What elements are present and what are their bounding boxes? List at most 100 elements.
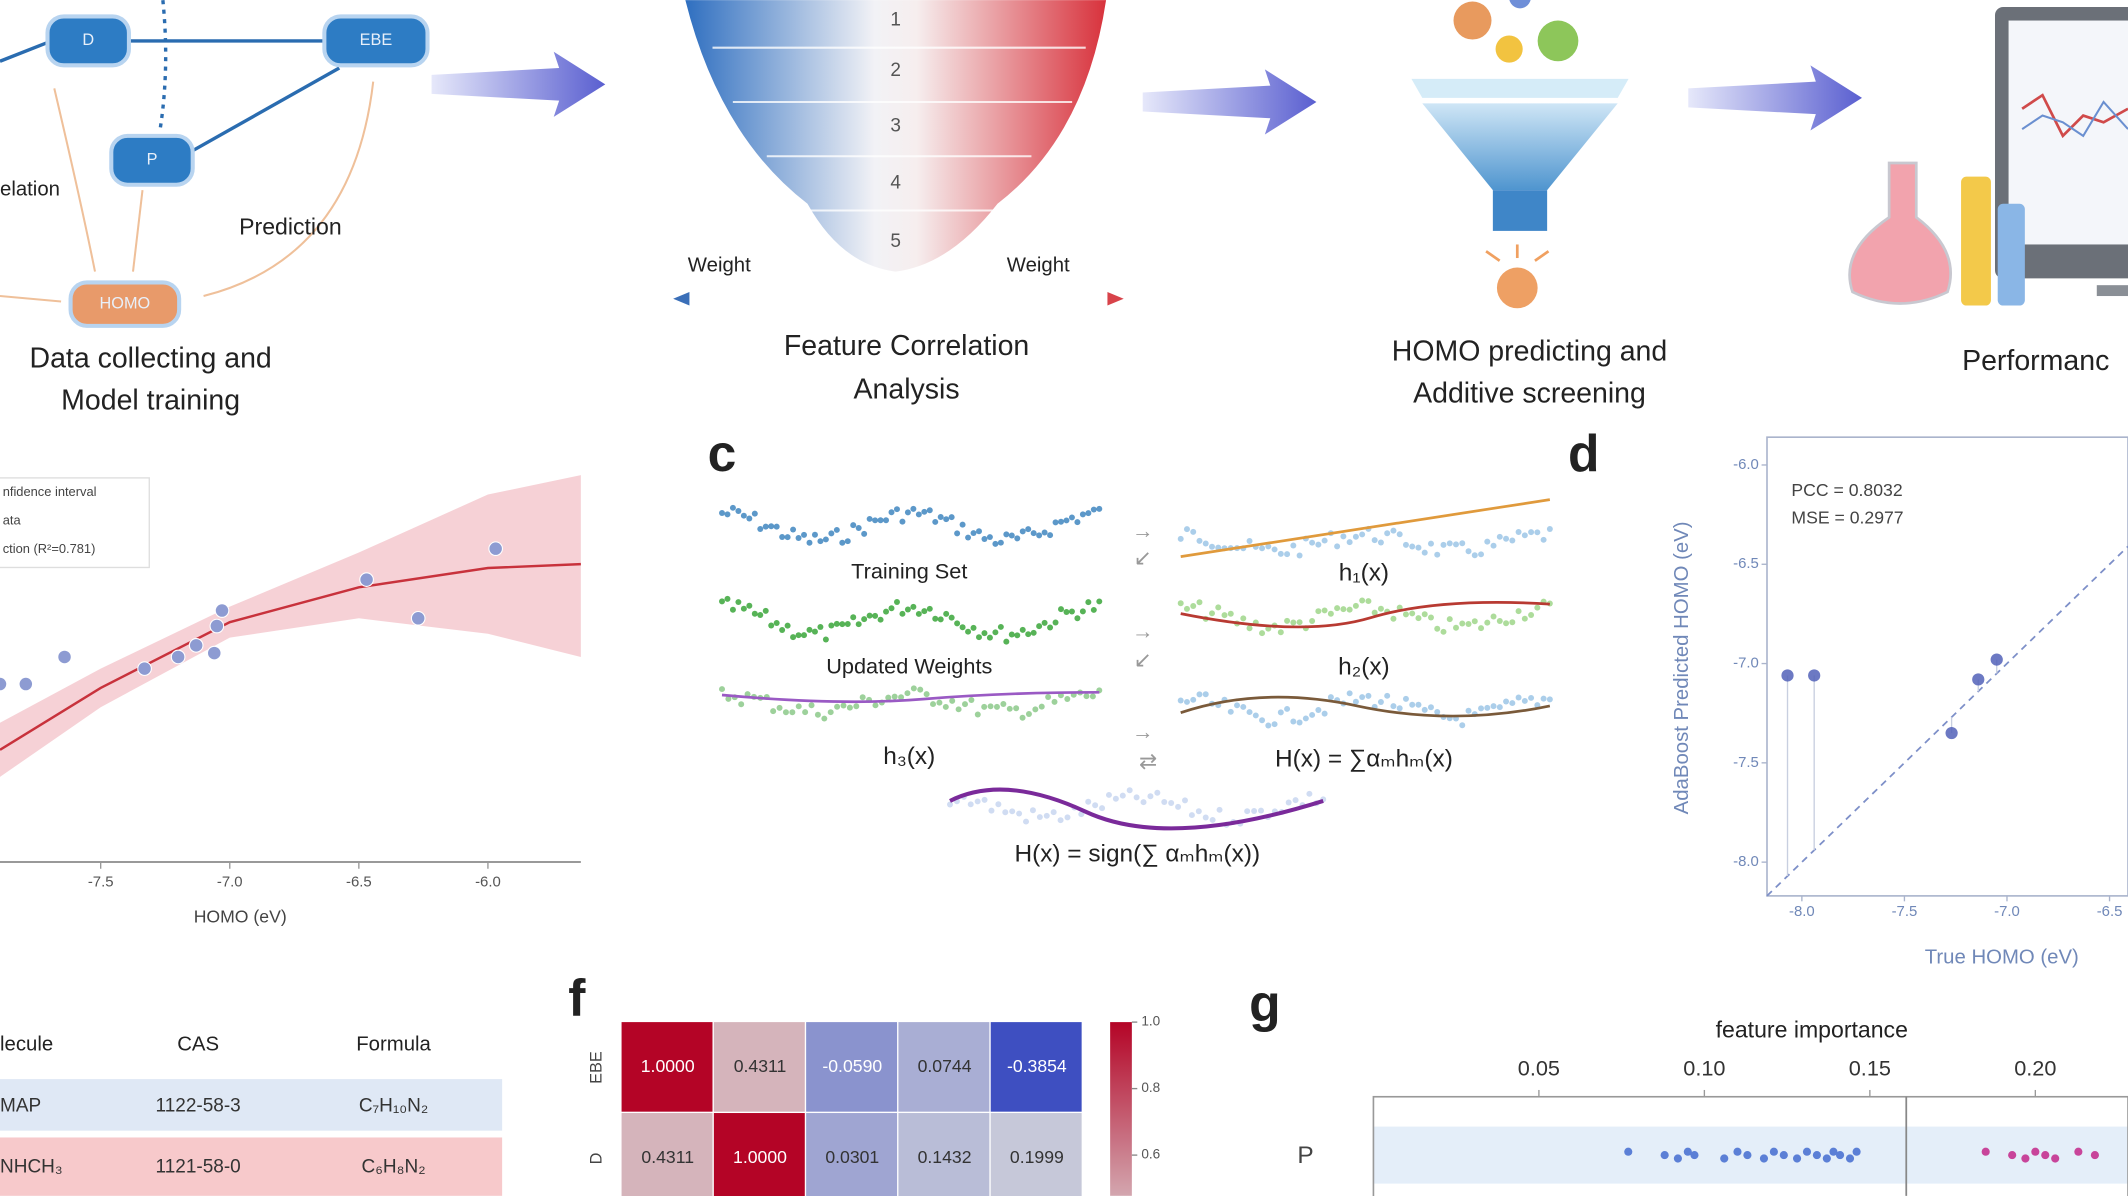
sample-dot xyxy=(746,515,753,522)
sample-dot xyxy=(866,612,873,619)
sample-dot xyxy=(1440,541,1447,548)
heatmap-cell xyxy=(713,1022,805,1112)
graph-node xyxy=(109,133,195,187)
sample-dot xyxy=(904,509,911,516)
sample-dot xyxy=(976,634,982,641)
sample-dot xyxy=(1105,791,1112,798)
sample-dot xyxy=(861,616,868,623)
sample-dot xyxy=(1277,629,1284,636)
sample-dot xyxy=(1396,531,1403,538)
sample-dot xyxy=(1521,615,1528,622)
sample-dot xyxy=(1058,606,1064,613)
strip-point xyxy=(1779,1151,1788,1160)
x-tick-label: 0.20 xyxy=(2014,1055,2056,1080)
sample-dot xyxy=(872,702,879,709)
sample-dot xyxy=(1008,631,1015,638)
sample-dot xyxy=(1063,517,1070,524)
funnel-level: 4 xyxy=(890,172,901,193)
heatmap-cell xyxy=(990,1022,1082,1112)
sample-dot xyxy=(910,505,917,512)
sample-dot xyxy=(1190,696,1197,703)
sample-dot xyxy=(1190,528,1197,535)
sample-dot xyxy=(1415,615,1422,622)
sample-dot xyxy=(1244,808,1251,815)
sample-dot xyxy=(1079,608,1086,615)
sample-dot xyxy=(1421,611,1428,618)
heatmap-cell xyxy=(806,1113,898,1196)
sample-dot xyxy=(1234,702,1241,709)
x-tick-label: -7.5 xyxy=(1892,903,1918,920)
data-point xyxy=(188,638,204,653)
node-label: HOMO xyxy=(100,294,151,312)
step-label: Feature Correlation xyxy=(784,330,1029,362)
sample-dot xyxy=(833,620,840,627)
strip-point xyxy=(2051,1154,2060,1163)
sample-dot xyxy=(1402,541,1409,548)
cell-label: 1.0000 xyxy=(733,1147,787,1167)
row-label: EBE xyxy=(587,1051,605,1084)
sample-dot xyxy=(1240,703,1247,710)
step-label: HOMO predicting and xyxy=(1392,336,1667,368)
sample-dot xyxy=(1246,537,1253,544)
y-tick-label: -6.0 xyxy=(1733,456,1759,473)
sample-dot xyxy=(872,612,879,619)
sample-dot xyxy=(1434,625,1441,632)
sample-dot xyxy=(779,534,786,541)
sample-dot xyxy=(1215,544,1222,551)
flow-arrow: ⇄ xyxy=(1139,749,1157,774)
sample-dot xyxy=(899,518,906,525)
sample-dot xyxy=(1446,540,1453,547)
sample-dot xyxy=(1409,610,1416,617)
sample-dot xyxy=(1509,537,1516,544)
sample-dot xyxy=(1047,532,1054,539)
sample-dot xyxy=(762,523,769,530)
x-tick-label: -7.5 xyxy=(88,873,114,890)
data-point xyxy=(410,610,426,626)
sample-dot xyxy=(1503,698,1510,705)
sample-dot xyxy=(1365,692,1372,699)
flow-arrow: ↙ xyxy=(1134,545,1152,570)
sample-dot xyxy=(1309,711,1316,718)
colorbar xyxy=(1110,1022,1132,1196)
sample-dot xyxy=(1041,619,1048,626)
sample-dot xyxy=(773,619,780,626)
sample-dot xyxy=(893,506,900,513)
sample-dot xyxy=(1346,539,1353,546)
sample-dot xyxy=(828,622,835,629)
sample-dot xyxy=(1190,603,1197,609)
sample-dot xyxy=(899,610,906,617)
sample-dot xyxy=(1058,518,1064,525)
sample-dot xyxy=(1471,552,1478,559)
node-label: P xyxy=(147,151,158,169)
sample-dot xyxy=(986,534,993,541)
sample-dot xyxy=(1050,809,1057,816)
sample-dot xyxy=(1074,519,1081,526)
table-header: CAS xyxy=(177,1034,219,1056)
edge-label: elation xyxy=(0,179,60,201)
learner-curve xyxy=(721,690,1100,704)
strip-point xyxy=(1673,1154,1682,1163)
sample-dot xyxy=(888,605,895,612)
data-point xyxy=(1808,669,1821,682)
sample-dot xyxy=(1521,697,1528,704)
sample-dot xyxy=(883,517,890,524)
sample-dot xyxy=(1284,551,1291,558)
funnel-level: 1 xyxy=(890,10,901,31)
ensemble-label: H(x) = sign(∑ αₘhₘ(x)) xyxy=(1014,841,1260,868)
table-header: lecule xyxy=(0,1034,53,1056)
sample-dot xyxy=(795,703,802,710)
sample-dot xyxy=(1045,693,1052,700)
sample-dot xyxy=(981,796,988,803)
sample-dot xyxy=(1119,792,1126,799)
sample-dot xyxy=(926,605,933,612)
legend-box xyxy=(0,477,150,569)
sample-dot xyxy=(1019,626,1026,633)
sample-dot xyxy=(762,607,769,614)
sample-dot xyxy=(992,540,999,547)
sample-dot xyxy=(1296,719,1303,726)
sample-dot xyxy=(1271,721,1278,728)
sample-dot xyxy=(1063,609,1070,616)
sample-dot xyxy=(1041,529,1048,536)
sample-dot xyxy=(1377,605,1384,612)
sample-dot xyxy=(1196,537,1203,544)
